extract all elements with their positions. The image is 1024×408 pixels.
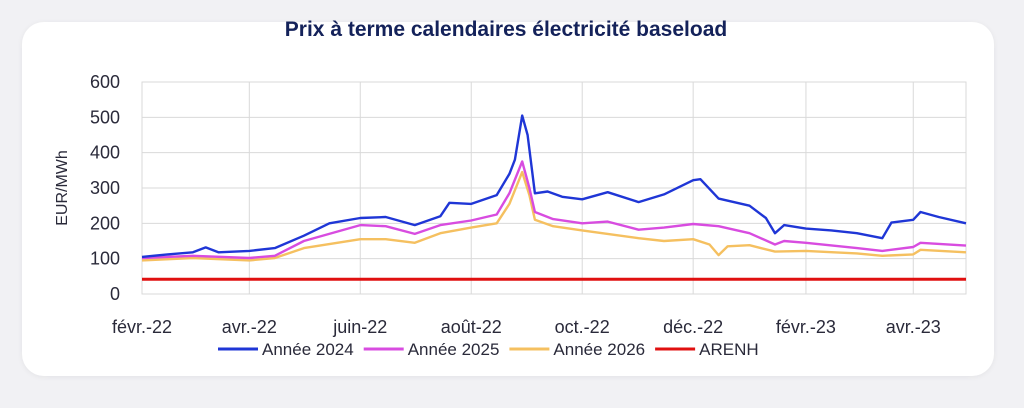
series-line [141, 160, 967, 260]
grid [141, 81, 967, 295]
legend-label: ARENH [699, 340, 759, 359]
y-tick-label: 600 [90, 72, 120, 92]
y-tick-label: 0 [110, 284, 120, 304]
x-axis-ticks: févr.-22 avr.-22 juin-22 août-22 oct.-22 déc.… [112, 317, 941, 337]
plot-border [141, 81, 967, 295]
y-tick-label: 500 [90, 107, 120, 127]
y-tick-label: 300 [90, 178, 120, 198]
x-tick-label: avr.-22 [222, 317, 277, 337]
legend-label: Année 2024 [262, 340, 354, 359]
x-tick-label: déc.-22 [663, 317, 723, 337]
y-tick-label: 200 [90, 213, 120, 233]
x-tick-label: févr.-23 [776, 317, 836, 337]
x-tick-label: oct.-22 [555, 317, 610, 337]
y-tick-label: 400 [90, 143, 120, 163]
series-line [141, 114, 967, 259]
legend-label: Année 2026 [553, 340, 645, 359]
y-tick-label: 100 [90, 249, 120, 269]
chart-card [22, 22, 994, 376]
x-tick-label: août-22 [441, 317, 502, 337]
x-tick-label: avr.-23 [886, 317, 941, 337]
legend: Année 2024 Année 2025 Année 2026 ARENH [218, 340, 759, 359]
y-axis-label: EUR/MWh [54, 150, 71, 226]
chart-title: Prix à terme calendaires électricité bas… [284, 18, 728, 41]
series-line [141, 170, 967, 262]
series-lines [141, 114, 967, 281]
legend-label: Année 2025 [408, 340, 500, 359]
x-tick-label: févr.-22 [112, 317, 172, 337]
x-tick-label: juin-22 [332, 317, 387, 337]
y-axis-ticks: 0 100 200 300 400 500 600 [90, 72, 120, 304]
